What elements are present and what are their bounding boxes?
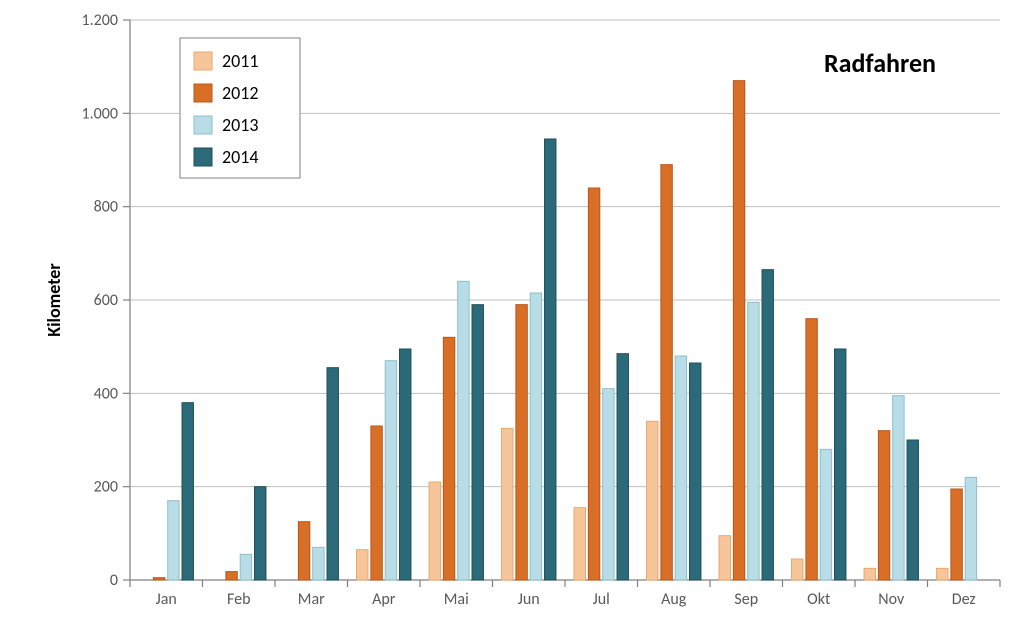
x-tick-label: Sep <box>734 590 758 609</box>
bar-2012-Jun <box>516 305 527 580</box>
bar-2012-Mar <box>298 522 309 580</box>
legend-label-2013: 2013 <box>222 114 259 136</box>
legend-swatch-2011 <box>194 52 212 70</box>
bar-2012-Dez <box>951 489 962 580</box>
bar-2014-Jul <box>617 354 628 580</box>
chart-container: 0 200 400 600 800 1.000 1.200 Jan Feb Mar Apr Mai Ju… <box>0 0 1024 637</box>
bar-2011-Dez <box>937 568 948 580</box>
bar-2013-Jul <box>603 389 614 580</box>
bar-2013-Mar <box>313 547 324 580</box>
bar-2013-Feb <box>240 554 251 580</box>
legend-swatch-2013 <box>194 116 212 134</box>
bar-2011-Aug <box>647 421 658 580</box>
x-tick-label: Nov <box>878 590 905 609</box>
bar-2012-Nov <box>878 431 889 580</box>
bar-2012-Okt <box>806 319 817 580</box>
x-tick-label: Feb <box>227 590 250 609</box>
x-tick-label: Mai <box>444 590 469 609</box>
legend-swatch-2012 <box>194 84 212 102</box>
bar-2011-Okt <box>792 559 803 580</box>
y-tick-label: 800 <box>94 198 118 217</box>
bar-2014-Jun <box>545 139 556 580</box>
bar-2012-Sep <box>733 81 744 580</box>
bar-2013-Dez <box>965 477 976 580</box>
legend-swatch-2014 <box>194 148 212 166</box>
bar-2011-Apr <box>357 550 368 580</box>
x-tick-label: Jan <box>156 590 177 609</box>
legend-label-2011: 2011 <box>222 50 259 72</box>
bar-2014-Mar <box>327 368 338 580</box>
legend-label-2012: 2012 <box>222 82 259 104</box>
bar-2013-Jan <box>168 501 179 580</box>
bar-2013-Jun <box>530 293 541 580</box>
bar-2013-Sep <box>748 302 759 580</box>
bar-2014-Nov <box>907 440 918 580</box>
bar-2011-Jul <box>574 508 585 580</box>
x-tick-label: Okt <box>807 590 831 609</box>
x-tick-label: Jun <box>518 590 540 609</box>
x-tick-label: Apr <box>372 590 396 609</box>
bar-2012-Feb <box>226 572 237 580</box>
bar-2013-Apr <box>385 361 396 580</box>
bar-2014-Okt <box>835 349 846 580</box>
bar-2013-Mai <box>458 281 469 580</box>
bar-2013-Nov <box>893 396 904 580</box>
bar-2013-Okt <box>820 449 831 580</box>
y-tick-label: 200 <box>94 478 118 497</box>
bar-2011-Nov <box>864 568 875 580</box>
y-axis-label: Kilometer <box>43 263 65 337</box>
bar-2011-Mai <box>429 482 440 580</box>
bar-2014-Sep <box>762 270 773 580</box>
x-tick-label: Jul <box>593 590 610 609</box>
bar-chart: 0 200 400 600 800 1.000 1.200 Jan Feb Mar Apr Mai Ju… <box>0 0 1024 637</box>
x-tick-label: Mar <box>298 590 325 609</box>
bar-2012-Mai <box>443 337 454 580</box>
bar-2011-Sep <box>719 536 730 580</box>
bar-2014-Jan <box>182 403 193 580</box>
bar-2013-Aug <box>675 356 686 580</box>
bar-2014-Aug <box>690 363 701 580</box>
bar-2014-Apr <box>400 349 411 580</box>
bar-2011-Jun <box>502 428 513 580</box>
y-tick-label: 400 <box>94 384 118 403</box>
bar-2012-Jul <box>588 188 599 580</box>
bar-2012-Apr <box>371 426 382 580</box>
bar-2014-Mai <box>472 305 483 580</box>
y-tick-label: 1.200 <box>82 11 118 30</box>
y-tick-label: 600 <box>94 291 118 310</box>
bar-2014-Feb <box>255 487 266 580</box>
y-tick-label: 0 <box>110 571 118 590</box>
y-tick-label: 1.000 <box>82 104 118 123</box>
x-tick-label: Aug <box>661 590 687 609</box>
bar-2012-Jan <box>153 578 164 580</box>
bar-2012-Aug <box>661 165 672 580</box>
chart-title: Radfahren <box>824 47 936 79</box>
legend-label-2014: 2014 <box>222 146 259 168</box>
x-tick-label: Dez <box>952 590 976 609</box>
